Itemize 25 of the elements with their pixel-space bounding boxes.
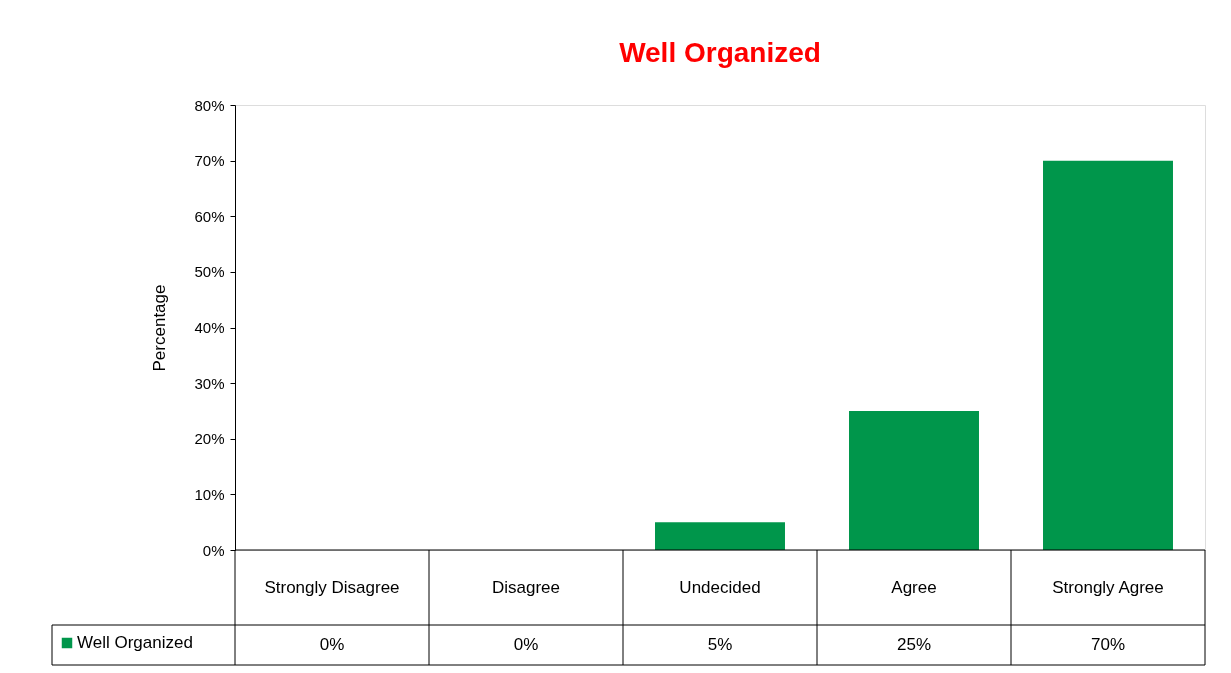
y-tick-label: 10% bbox=[194, 485, 225, 503]
bar bbox=[655, 522, 785, 550]
x-tick-label: Undecided bbox=[679, 577, 761, 597]
y-tick-label: 40% bbox=[194, 319, 225, 336]
x-tick-label: Strongly Agree bbox=[1052, 577, 1164, 597]
text: 0% bbox=[319, 635, 345, 654]
x-tick-label: Strongly Disagree bbox=[264, 577, 400, 597]
y-tick-label: 80% bbox=[194, 96, 225, 114]
text: 70% bbox=[1090, 635, 1126, 654]
text: 0% bbox=[513, 635, 539, 654]
text: 5% bbox=[707, 635, 733, 654]
y-axis-title: Percentage bbox=[150, 284, 170, 372]
y-tick-label: 50% bbox=[194, 263, 225, 281]
bar bbox=[1043, 160, 1173, 550]
text: 25% bbox=[896, 635, 932, 654]
x-tick-label: Disagree bbox=[491, 577, 561, 597]
bar bbox=[849, 410, 979, 550]
y-tick-label: 20% bbox=[194, 430, 225, 448]
chart-title: Well Organized bbox=[619, 37, 821, 68]
y-tick-label: 60% bbox=[194, 207, 225, 225]
legend-label: Well Organized bbox=[77, 633, 193, 652]
x-tick-label: Agree bbox=[891, 577, 937, 597]
y-tick-label: 70% bbox=[194, 152, 225, 170]
y-tick-label: 30% bbox=[194, 374, 225, 392]
y-tick-label: 0% bbox=[202, 541, 225, 559]
